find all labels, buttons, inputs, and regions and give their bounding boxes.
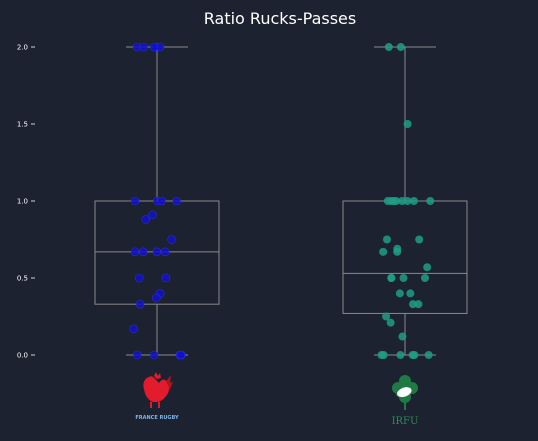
data-point	[415, 235, 424, 244]
data-point	[382, 235, 391, 244]
data-point	[176, 350, 185, 360]
y-tick-label: 0.0	[17, 352, 28, 360]
data-point	[403, 120, 412, 128]
data-point	[384, 43, 393, 51]
iqr-box	[342, 200, 468, 314]
data-point	[141, 215, 151, 224]
irfu-logo-text: IRFU	[392, 416, 419, 427]
data-point	[377, 351, 386, 359]
y-tick-label: 2.0	[17, 44, 28, 52]
box-group-ireland	[342, 43, 468, 359]
data-point	[392, 197, 401, 205]
data-point	[396, 43, 405, 51]
chart-title: Ratio Rucks-Passes	[204, 9, 356, 28]
data-point	[423, 263, 432, 272]
data-point	[130, 247, 140, 257]
data-point	[132, 350, 142, 360]
data-point	[396, 351, 405, 359]
data-point	[160, 247, 170, 257]
rooster-body-icon	[143, 376, 170, 402]
data-point	[424, 351, 433, 359]
data-point	[129, 324, 138, 334]
y-tick-label: 1.0	[17, 198, 28, 206]
y-tick-label: 0.5	[17, 275, 28, 283]
data-point	[167, 235, 176, 244]
rooster-comb-icon	[154, 372, 161, 379]
rooster-leg-icon	[158, 402, 160, 408]
data-point	[406, 289, 415, 298]
data-point	[152, 293, 161, 303]
data-point	[139, 42, 148, 52]
data-point	[135, 299, 145, 309]
data-point	[134, 273, 144, 283]
data-point	[386, 318, 395, 327]
y-axis: 0.0 0.5 1.0 1.5 2.0	[17, 44, 35, 360]
data-point	[138, 247, 148, 257]
data-point	[395, 289, 404, 298]
data-point	[382, 312, 391, 321]
data-point	[420, 274, 429, 282]
data-point	[149, 350, 159, 360]
data-point	[426, 197, 435, 205]
data-point	[152, 247, 162, 257]
y-tick-label: 1.5	[17, 121, 28, 129]
data-point	[414, 300, 423, 309]
rooster-tail-icon	[166, 375, 173, 390]
data-point	[148, 210, 157, 220]
box-group-france	[94, 42, 220, 360]
data-point	[403, 197, 412, 205]
france-rugby-logo: FRANCE RUGBY	[135, 372, 179, 421]
data-point	[409, 197, 418, 205]
data-point	[161, 273, 171, 283]
rugby-ball-icon	[396, 386, 413, 399]
data-point	[398, 332, 407, 341]
data-point	[149, 42, 159, 52]
irfu-logo: IRFU	[392, 375, 419, 427]
data-point	[130, 196, 140, 206]
data-point	[393, 247, 402, 256]
groups-layer	[94, 42, 468, 360]
france-logo-text: FRANCE RUGBY	[135, 415, 179, 421]
rooster-leg-icon	[150, 402, 152, 408]
data-point	[408, 351, 417, 359]
data-point	[379, 247, 388, 256]
data-point	[387, 274, 396, 282]
data-point	[408, 300, 417, 309]
data-point	[172, 196, 182, 206]
data-point	[399, 274, 408, 282]
data-point	[157, 196, 166, 206]
